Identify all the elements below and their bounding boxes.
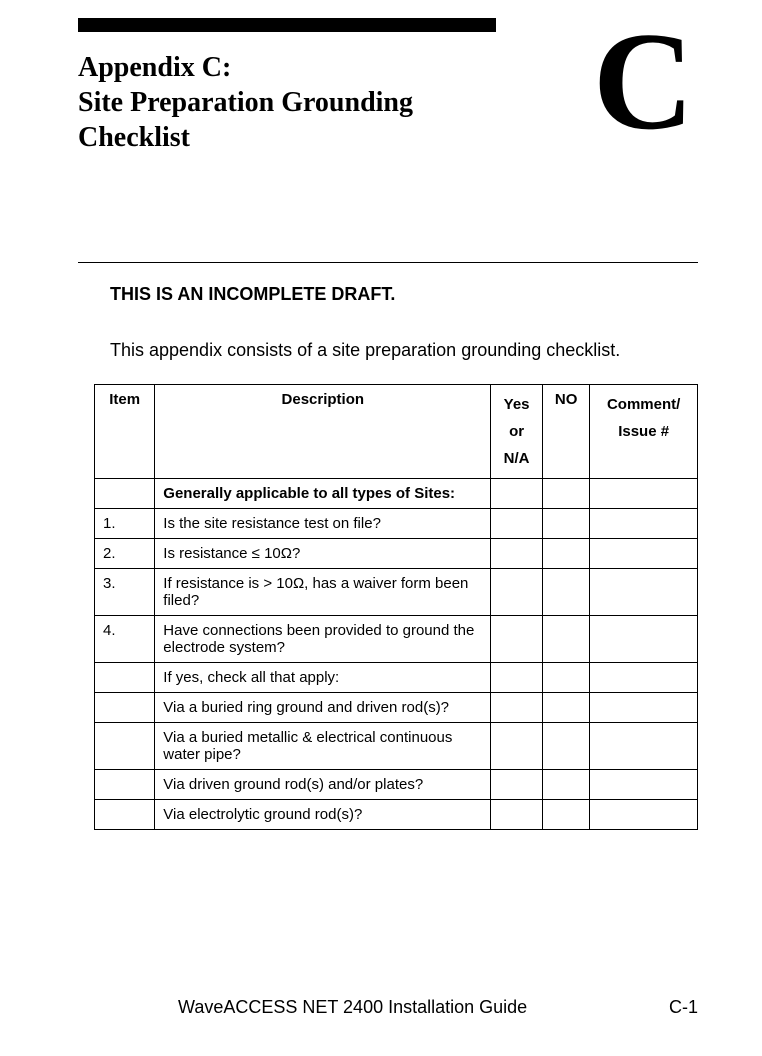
appendix-letter: C: [593, 12, 694, 152]
table-row: If yes, check all that apply:: [95, 663, 698, 693]
col-header-item: Item: [95, 385, 155, 479]
cell-comment: [590, 800, 698, 830]
grounding-checklist-table: Item Description Yes or N/A NO Comment/ …: [94, 384, 698, 830]
cell-item: 2.: [95, 539, 155, 569]
cell-no: [542, 770, 589, 800]
cell-no: [542, 479, 589, 509]
title-line-1: Appendix C:: [78, 52, 231, 83]
table-row: Via a buried metallic & electrical conti…: [95, 723, 698, 770]
table-row: Via driven ground rod(s) and/or plates?: [95, 770, 698, 800]
cell-comment: [590, 569, 698, 616]
cell-comment: [590, 479, 698, 509]
cell-no: [542, 693, 589, 723]
cell-description: If resistance is > 10Ω, has a waiver for…: [155, 569, 491, 616]
cell-yes: [491, 616, 543, 663]
table-row: 4. Have connections been provided to gro…: [95, 616, 698, 663]
cell-no: [542, 616, 589, 663]
cell-yes: [491, 509, 543, 539]
horizontal-rule: [78, 262, 698, 263]
cell-no: [542, 509, 589, 539]
table-body: Generally applicable to all types of Sit…: [95, 479, 698, 830]
cell-description: Have connections been provided to ground…: [155, 616, 491, 663]
table-row: 3. If resistance is > 10Ω, has a waiver …: [95, 569, 698, 616]
cell-no: [542, 663, 589, 693]
cell-comment: [590, 509, 698, 539]
cell-no: [542, 800, 589, 830]
yes-label-1: Yes: [504, 396, 530, 413]
cell-description: Via a buried ring ground and driven rod(…: [155, 693, 491, 723]
cell-yes: [491, 723, 543, 770]
cell-item: [95, 800, 155, 830]
cell-yes: [491, 479, 543, 509]
cell-item: 4.: [95, 616, 155, 663]
cell-no: [542, 723, 589, 770]
cell-yes: [491, 569, 543, 616]
title-line-2: Site Preparation Grounding: [78, 87, 413, 118]
cell-item: 1.: [95, 509, 155, 539]
cell-description: Via driven ground rod(s) and/or plates?: [155, 770, 491, 800]
col-header-comment: Comment/ Issue #: [590, 385, 698, 479]
cell-description: Via electrolytic ground rod(s)?: [155, 800, 491, 830]
cell-comment: [590, 723, 698, 770]
cell-item: 3.: [95, 569, 155, 616]
cell-description: Is resistance ≤ 10Ω?: [155, 539, 491, 569]
table-row: Generally applicable to all types of Sit…: [95, 479, 698, 509]
cell-no: [542, 569, 589, 616]
title-line-3: Checklist: [78, 122, 190, 153]
col-header-yes: Yes or N/A: [491, 385, 543, 479]
cell-yes: [491, 693, 543, 723]
cell-description: Generally applicable to all types of Sit…: [155, 479, 491, 509]
comment-label-2: Issue #: [618, 423, 669, 440]
col-header-no: NO: [542, 385, 589, 479]
cell-item: [95, 723, 155, 770]
footer-page-number: C-1: [669, 997, 698, 1018]
cell-item: [95, 770, 155, 800]
yes-label-2: or: [509, 423, 524, 440]
comment-label-1: Comment/: [607, 396, 680, 413]
yes-label-3: N/A: [504, 450, 530, 467]
cell-item: [95, 479, 155, 509]
cell-yes: [491, 770, 543, 800]
table-row: Via electrolytic ground rod(s)?: [95, 800, 698, 830]
cell-yes: [491, 539, 543, 569]
appendix-title: Appendix C: Site Preparation Grounding C…: [78, 50, 498, 155]
cell-no: [542, 539, 589, 569]
table-row: Via a buried ring ground and driven rod(…: [95, 693, 698, 723]
cell-comment: [590, 539, 698, 569]
cell-comment: [590, 616, 698, 663]
intro-paragraph: This appendix consists of a site prepara…: [110, 340, 698, 361]
cell-description: If yes, check all that apply:: [155, 663, 491, 693]
cell-comment: [590, 663, 698, 693]
cell-comment: [590, 693, 698, 723]
cell-yes: [491, 663, 543, 693]
table-row: 1. Is the site resistance test on file?: [95, 509, 698, 539]
cell-description: Via a buried metallic & electrical conti…: [155, 723, 491, 770]
cell-description: Is the site resistance test on file?: [155, 509, 491, 539]
footer-doc-title: WaveACCESS NET 2400 Installation Guide: [178, 997, 527, 1018]
cell-yes: [491, 800, 543, 830]
table-header-row: Item Description Yes or N/A NO Comment/ …: [95, 385, 698, 479]
col-header-description: Description: [155, 385, 491, 479]
table-row: 2. Is resistance ≤ 10Ω?: [95, 539, 698, 569]
cell-item: [95, 693, 155, 723]
cell-comment: [590, 770, 698, 800]
draft-notice: THIS IS AN INCOMPLETE DRAFT.: [110, 284, 395, 305]
cell-item: [95, 663, 155, 693]
page-footer: WaveACCESS NET 2400 Installation Guide C…: [78, 997, 698, 1018]
top-rule-bar: [78, 18, 496, 32]
